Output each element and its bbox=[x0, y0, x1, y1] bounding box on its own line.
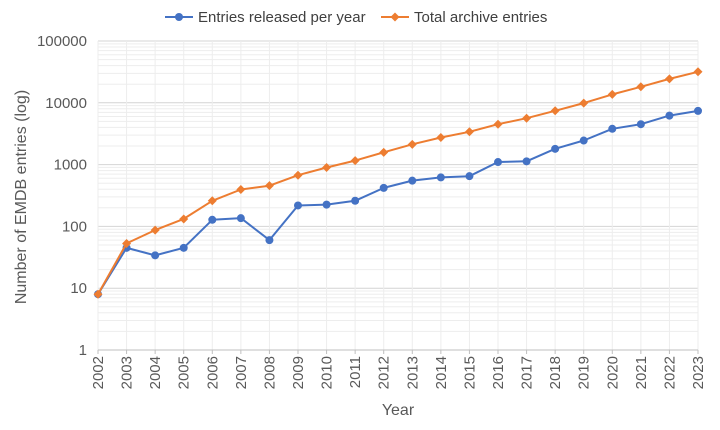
y-tick-label: 100 bbox=[62, 218, 87, 235]
data-point bbox=[351, 196, 360, 205]
data-point bbox=[236, 184, 246, 194]
data-point bbox=[350, 156, 360, 166]
y-tick-label: 100000 bbox=[37, 33, 87, 50]
x-tick-label: 2009 bbox=[290, 356, 307, 389]
x-tick-label: 2002 bbox=[90, 356, 107, 389]
data-point bbox=[608, 124, 617, 133]
data-point bbox=[322, 162, 332, 172]
data-point bbox=[436, 173, 445, 182]
data-point bbox=[551, 144, 560, 153]
series-total-archive bbox=[93, 67, 703, 299]
x-tick-label: 2016 bbox=[490, 356, 507, 389]
data-point bbox=[293, 170, 303, 180]
data-point bbox=[208, 215, 217, 224]
data-point bbox=[522, 113, 532, 123]
data-point bbox=[665, 111, 674, 120]
data-point bbox=[407, 139, 417, 149]
data-point bbox=[151, 251, 160, 260]
data-point bbox=[522, 157, 531, 166]
data-point bbox=[464, 127, 474, 137]
data-point bbox=[322, 200, 331, 209]
data-point bbox=[465, 172, 474, 181]
x-tick-label: 2015 bbox=[461, 356, 478, 389]
y-tick-label: 10000 bbox=[45, 95, 87, 112]
x-tick-label: 2019 bbox=[576, 356, 593, 389]
x-axis-ticks: 2002 2003 2004 2005 2006 2007 2008 2009 2010 2011… bbox=[90, 350, 707, 389]
x-tick-label: 2011 bbox=[347, 356, 364, 388]
data-point bbox=[150, 225, 160, 235]
series-layer bbox=[93, 67, 703, 299]
data-point bbox=[294, 201, 302, 210]
data-point bbox=[436, 132, 446, 142]
series-line bbox=[97, 109, 699, 295]
data-point bbox=[264, 181, 274, 191]
data-point bbox=[265, 236, 274, 245]
data-point bbox=[664, 74, 674, 84]
legend-item-released[interactable]: Entries released per year bbox=[165, 9, 366, 26]
x-tick-label: 2022 bbox=[661, 356, 678, 389]
y-axis-ticks: 1 10 100 1000 10000 100000 bbox=[37, 33, 87, 359]
data-point bbox=[122, 238, 132, 248]
y-axis-title: Number of EMDB entries (log) bbox=[13, 90, 30, 304]
x-tick-label: 2004 bbox=[147, 356, 164, 389]
data-point bbox=[550, 106, 560, 116]
data-point bbox=[493, 119, 503, 129]
x-tick-label: 2012 bbox=[376, 356, 393, 389]
legend: Entries released per year Total archive … bbox=[165, 9, 547, 26]
y-tick-label: 10 bbox=[70, 280, 87, 297]
x-tick-label: 2018 bbox=[547, 356, 564, 389]
data-point bbox=[179, 214, 189, 224]
data-point bbox=[636, 120, 645, 129]
gridlines bbox=[97, 40, 699, 351]
x-tick-label: 2014 bbox=[433, 356, 450, 389]
legend-item-total[interactable]: Total archive entries bbox=[381, 9, 547, 26]
x-tick-label: 2010 bbox=[319, 356, 336, 389]
legend-label-total: Total archive entries bbox=[414, 9, 547, 26]
x-tick-label: 2021 bbox=[633, 356, 650, 389]
x-tick-label: 2017 bbox=[519, 356, 536, 389]
data-point bbox=[579, 136, 588, 145]
legend-label-released: Entries released per year bbox=[198, 9, 366, 26]
data-point bbox=[93, 289, 103, 299]
data-point bbox=[379, 183, 388, 192]
data-point bbox=[236, 214, 245, 223]
y-tick-label: 1 bbox=[79, 342, 87, 359]
x-tick-label: 2005 bbox=[176, 356, 193, 389]
legend-marker-total bbox=[390, 12, 400, 22]
x-tick-label: 2023 bbox=[690, 356, 707, 389]
x-axis-title: Year bbox=[382, 402, 415, 419]
x-tick-label: 2006 bbox=[204, 356, 221, 389]
x-tick-label: 2020 bbox=[604, 356, 621, 389]
data-point bbox=[636, 82, 646, 92]
data-point bbox=[179, 243, 188, 252]
x-tick-label: 2013 bbox=[404, 356, 421, 389]
data-point bbox=[379, 147, 389, 157]
series-line bbox=[97, 70, 699, 295]
data-point bbox=[693, 67, 703, 77]
data-point bbox=[607, 89, 617, 99]
data-point bbox=[494, 158, 502, 167]
x-tick-label: 2007 bbox=[233, 356, 250, 389]
data-point bbox=[408, 176, 417, 185]
data-point bbox=[207, 196, 217, 206]
x-tick-label: 2003 bbox=[119, 356, 136, 389]
legend-marker-released bbox=[175, 13, 183, 21]
y-tick-label: 1000 bbox=[54, 157, 87, 174]
data-point bbox=[579, 98, 589, 108]
x-tick-label: 2008 bbox=[261, 356, 278, 389]
data-point bbox=[694, 106, 702, 115]
